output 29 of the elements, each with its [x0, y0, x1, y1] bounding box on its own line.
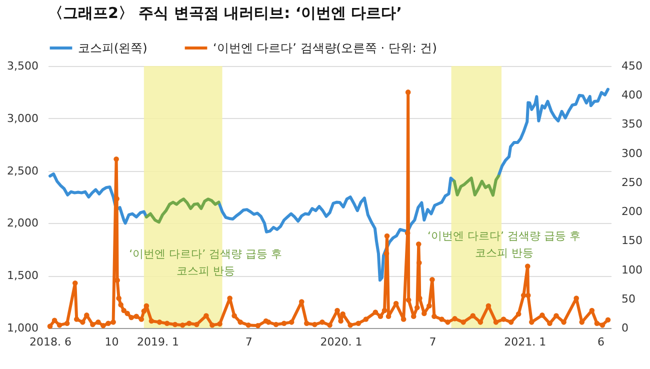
y2-tick-label: 100: [622, 263, 642, 276]
y2-tick-label: 200: [622, 205, 642, 218]
x-tick-label: 10: [104, 336, 119, 348]
x-tick-label: 6: [597, 336, 604, 348]
x-tick-label: 7: [429, 336, 436, 348]
legend-label: ‘이번엔 다르다’ 검색량(오른쪽 · 단위: 건): [213, 41, 437, 55]
y2-tick-label: 400: [622, 88, 642, 102]
x-tick-label: 2018. 6: [30, 336, 72, 348]
y2-tick-label: 50: [622, 292, 636, 306]
y2-tick-label: 150: [622, 234, 642, 248]
line-series: [144, 198, 220, 224]
y-tick-label: 3,500: [7, 60, 38, 72]
y-tick-label: 2,500: [7, 164, 38, 178]
x-tick-label: 2021. 1: [504, 336, 546, 348]
x-tick-label: 7: [245, 336, 252, 348]
y2-tick-label: 300: [622, 146, 642, 160]
line-series: [452, 174, 500, 197]
y-tick-label: 1,000: [7, 322, 38, 334]
y2-tick-label: 350: [622, 118, 642, 131]
y-tick-label: 2,000: [7, 216, 38, 230]
y2-tick-label: 450: [622, 60, 642, 72]
x-tick-label: 2020. 1: [320, 336, 362, 348]
legend-label: 코스피(왼쪽): [78, 41, 148, 55]
y2-tick-label: 250: [622, 176, 642, 189]
y2-tick-label: 0: [622, 322, 628, 334]
y-tick-label: 3,000: [7, 112, 38, 125]
x-tick-label: 2019. 1: [136, 336, 179, 348]
chart-title: 〈그래프2〉 주식 변곡점 내러티브: ‘이번엔 다르다’: [48, 4, 402, 22]
y-tick-label: 1,500: [7, 269, 38, 282]
